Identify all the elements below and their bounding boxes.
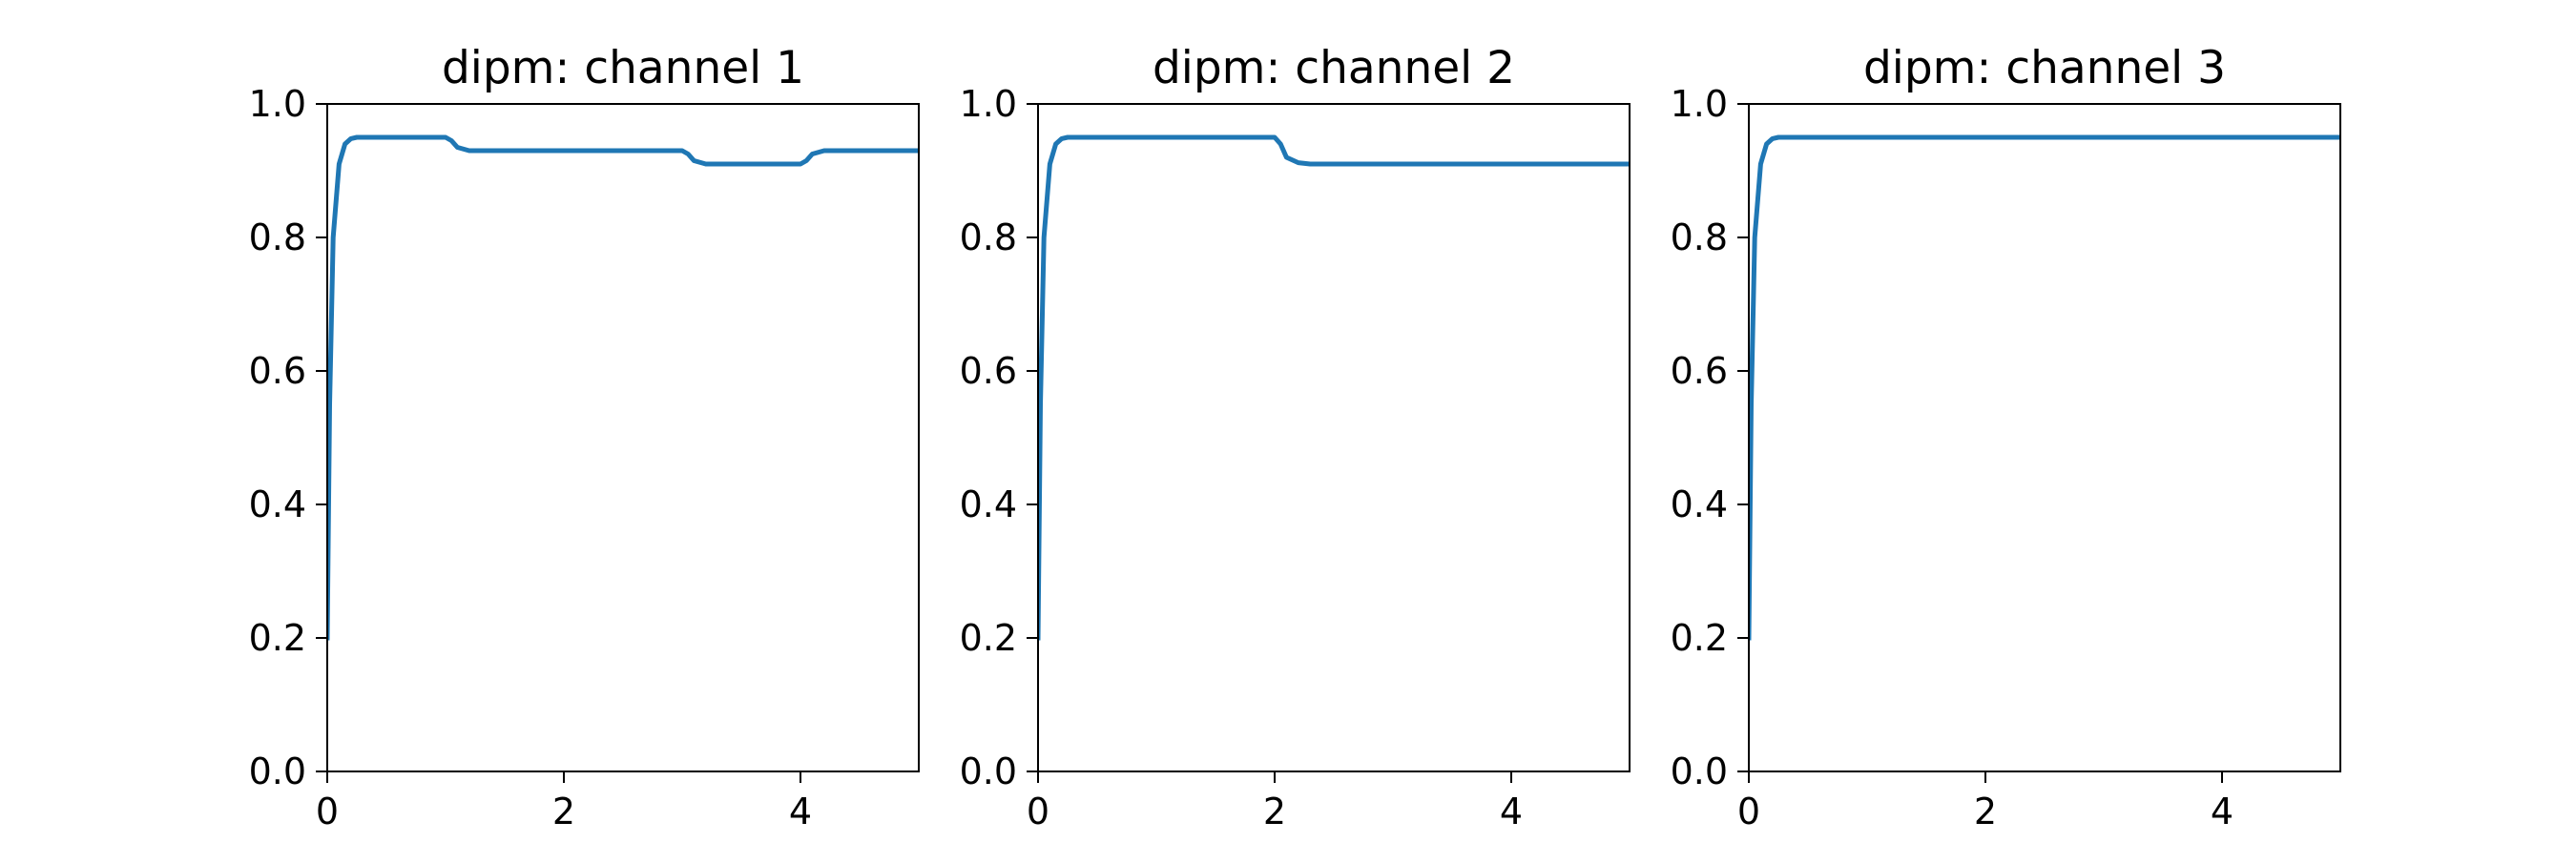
y-tick-label: 0.4 [1671,483,1728,525]
y-tick-label: 1.0 [249,83,306,125]
x-tick-label: 4 [2211,791,2233,832]
subplot-2: 0 2 4 0.0 0.2 0.4 0.6 0.8 1.0 dipm: channel 2 [960,42,1631,832]
y-tick-label: 0.6 [960,350,1017,392]
y-tick-label: 0.4 [960,483,1017,525]
x-tick-label: 4 [789,791,812,832]
y-tick-label: 0.8 [1671,216,1728,258]
y-tick-label: 0.2 [1671,617,1728,659]
y-tick-label: 1.0 [1671,83,1728,125]
subplot-title: dipm: channel 2 [1153,42,1515,94]
x-tick-label: 2 [552,791,575,832]
axes-frame [1748,103,2341,772]
y-tick-label: 0.0 [1671,750,1728,792]
subplot-1: 0 2 4 0.0 0.2 0.4 0.6 0.8 1.0 dipm: channel 1 [249,42,920,832]
y-tick-label: 0.2 [249,617,306,659]
x-tick-label: 2 [1974,791,1997,832]
axes-frame [1037,103,1631,772]
axes-frame [326,103,920,772]
y-tick-label: 0.0 [249,750,306,792]
subplot-title: dipm: channel 3 [1863,42,2226,94]
x-tick-label: 2 [1263,791,1286,832]
y-tick-label: 0.8 [960,216,1017,258]
y-tick-label: 0.4 [249,483,306,525]
x-tick-label: 0 [1737,791,1760,832]
x-tick-label: 0 [1027,791,1049,832]
y-tick-label: 0.0 [960,750,1017,792]
y-tick-label: 0.8 [249,216,306,258]
y-tick-label: 0.6 [1671,350,1728,392]
series-line [327,134,919,641]
y-tick-label: 0.2 [960,617,1017,659]
subplot-3: 0 2 4 0.0 0.2 0.4 0.6 0.8 1.0 dipm: channel 3 [1671,42,2341,832]
y-tick-label: 1.0 [960,83,1017,125]
subplot-title: dipm: channel 1 [442,42,804,94]
x-tick-label: 0 [316,791,339,832]
y-tick-label: 0.6 [249,350,306,392]
x-tick-label: 4 [1500,791,1523,832]
series-line [1038,134,1630,641]
series-line [1749,134,2340,641]
